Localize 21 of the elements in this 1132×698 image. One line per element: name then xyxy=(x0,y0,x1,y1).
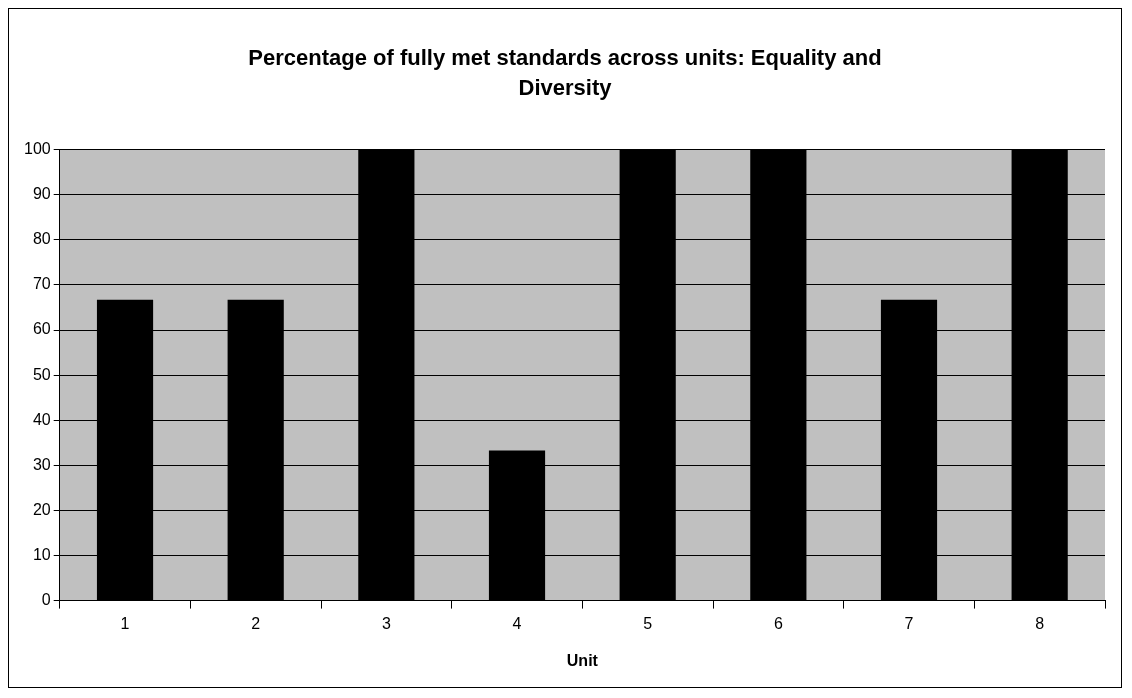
x-tick-label: 6 xyxy=(773,614,783,632)
x-tick-label: 8 xyxy=(1035,614,1045,632)
x-tick-label: 2 xyxy=(251,614,261,632)
chart-title: Percentage of fully met standards across units: Equality and Diversity xyxy=(247,44,883,102)
x-tick-label: 3 xyxy=(381,614,391,632)
y-tick-label: 0 xyxy=(41,591,51,609)
x-tick-label: 4 xyxy=(512,614,522,632)
y-tick-label: 80 xyxy=(32,230,51,248)
y-tick-label: 50 xyxy=(32,365,51,383)
x-axis-title: Unit xyxy=(566,651,599,669)
y-tick-label: 90 xyxy=(32,185,51,203)
x-tick-label: 1 xyxy=(120,614,130,632)
y-tick-label: 40 xyxy=(32,410,51,428)
y-tick-label: 60 xyxy=(32,320,51,338)
x-tick-label: 5 xyxy=(643,614,653,632)
y-tick-label: 100 xyxy=(23,140,51,158)
y-tick-label: 70 xyxy=(32,275,51,293)
y-tick-label: 10 xyxy=(32,545,51,563)
y-tick-label: 30 xyxy=(32,455,51,473)
x-tick-label: 7 xyxy=(904,614,914,632)
y-tick-label: 20 xyxy=(32,500,51,518)
